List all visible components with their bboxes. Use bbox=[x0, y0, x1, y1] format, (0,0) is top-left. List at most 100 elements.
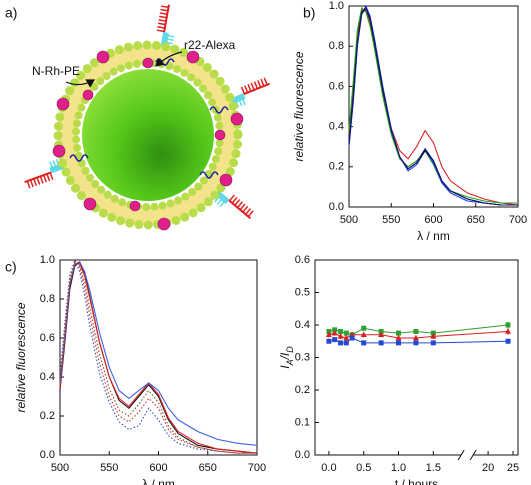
y-tick-label: 0.0 bbox=[329, 201, 344, 213]
marker bbox=[343, 340, 349, 346]
marker bbox=[505, 338, 511, 344]
x-axis-label: λ / nm bbox=[417, 229, 450, 243]
y-tick-label: 0.2 bbox=[329, 161, 344, 173]
spectrum-line bbox=[348, 6, 518, 206]
x-tick-label: 600 bbox=[424, 214, 442, 226]
axis-break bbox=[461, 452, 474, 458]
x-tick-label: 650 bbox=[199, 462, 217, 474]
x-tick-label: 20 bbox=[482, 462, 494, 474]
vesicle-diagram: a) N-Rh-PE r22-Alexa bbox=[5, 3, 271, 231]
spectrum-line bbox=[59, 263, 258, 454]
y-tick-label: 1.0 bbox=[40, 254, 55, 266]
marker bbox=[430, 340, 436, 346]
marker bbox=[361, 340, 367, 346]
marker bbox=[378, 329, 384, 334]
y-tick-label: 0.6 bbox=[295, 254, 310, 266]
marker bbox=[332, 327, 338, 333]
arrow bbox=[65, 79, 96, 88]
marker bbox=[378, 331, 385, 337]
marker bbox=[338, 329, 344, 334]
y-axis-label: relative fluorescence bbox=[14, 302, 28, 412]
y-tick-label: 0.8 bbox=[329, 40, 344, 52]
plot-frame bbox=[314, 259, 519, 456]
rhodamine-dyes bbox=[52, 50, 244, 231]
y-tick-label: 0.3 bbox=[295, 351, 310, 363]
x-axis-label: λ / nm bbox=[142, 477, 175, 485]
spectrum-line bbox=[59, 258, 257, 454]
panel-label: b) bbox=[303, 5, 315, 21]
marker bbox=[430, 330, 436, 336]
marker bbox=[360, 331, 367, 337]
x-tick-label: 650 bbox=[467, 214, 485, 226]
x-tick-label: 0.5 bbox=[356, 462, 371, 474]
marker bbox=[343, 334, 350, 341]
y-tick-label: 0.4 bbox=[295, 319, 310, 331]
marker bbox=[349, 335, 355, 341]
y-tick-label: 0.0 bbox=[40, 449, 55, 461]
bilayer bbox=[58, 45, 238, 225]
y-tick-label: 0.0 bbox=[295, 449, 310, 461]
x-tick-label: 500 bbox=[340, 214, 358, 226]
axis-break-mark bbox=[469, 449, 477, 461]
marker bbox=[332, 337, 338, 343]
y-tick-label: 0.5 bbox=[295, 286, 310, 298]
y-tick-label: 0.4 bbox=[40, 371, 55, 383]
dna-label: r22-Alexa bbox=[184, 38, 236, 52]
panel-label: c) bbox=[5, 259, 17, 275]
y-label-subscript: A bbox=[285, 359, 295, 366]
axis-break-mark bbox=[457, 449, 465, 461]
y-tick-label: 0.6 bbox=[329, 80, 344, 92]
x-tick-label: 1.0 bbox=[391, 462, 406, 474]
x-tick-label: 25 bbox=[507, 462, 519, 474]
x-tick-label: 600 bbox=[149, 462, 167, 474]
marker bbox=[413, 340, 419, 346]
spectrum-line bbox=[348, 9, 519, 206]
y-axis-label: relative fluorescence bbox=[292, 51, 306, 161]
marker bbox=[505, 322, 511, 328]
spectrum-line bbox=[59, 258, 257, 454]
y-axis-label: IA/ID bbox=[278, 346, 295, 369]
vesicle-core bbox=[82, 69, 214, 201]
marker bbox=[413, 329, 419, 334]
marker bbox=[326, 338, 332, 344]
panel-label: a) bbox=[5, 5, 17, 21]
x-tick-label: 700 bbox=[248, 462, 266, 474]
marker bbox=[343, 330, 349, 336]
y-tick-label: 0.8 bbox=[40, 293, 55, 305]
x-tick-label: 0.0 bbox=[321, 462, 336, 474]
dye-label: N-Rh-PE bbox=[32, 64, 80, 78]
marker bbox=[326, 329, 332, 334]
spectrum-line bbox=[59, 261, 258, 446]
y-label-part: /I bbox=[278, 352, 292, 360]
x-tick-label: 700 bbox=[509, 214, 527, 226]
marker bbox=[396, 340, 402, 346]
marker bbox=[361, 325, 367, 331]
y-tick-label: 0.2 bbox=[40, 410, 55, 422]
x-tick-label: 500 bbox=[51, 462, 69, 474]
y-tick-label: 0.6 bbox=[40, 332, 55, 344]
marker bbox=[395, 334, 402, 341]
marker bbox=[378, 340, 384, 346]
y-label-part: I bbox=[278, 365, 292, 369]
x-tick-label: 550 bbox=[382, 214, 400, 226]
outer-lipid-heads bbox=[53, 40, 243, 230]
marker bbox=[337, 333, 344, 339]
spectrum-line bbox=[59, 261, 258, 454]
y-label-subscript: D bbox=[285, 346, 295, 353]
marker bbox=[396, 330, 402, 336]
marker bbox=[331, 329, 338, 336]
series-line bbox=[328, 337, 509, 344]
spectrum-line bbox=[348, 4, 518, 206]
marker bbox=[430, 333, 437, 339]
y-tick-label: 0.1 bbox=[295, 416, 310, 428]
y-tick-label: 0.2 bbox=[295, 384, 310, 396]
marker bbox=[505, 328, 512, 334]
marker bbox=[338, 340, 344, 346]
y-tick-label: 0.4 bbox=[329, 121, 344, 133]
arrow bbox=[155, 51, 183, 67]
marker bbox=[412, 334, 419, 341]
x-axis-label: t / hours bbox=[395, 477, 438, 485]
y-tick-label: 1.0 bbox=[329, 0, 344, 12]
